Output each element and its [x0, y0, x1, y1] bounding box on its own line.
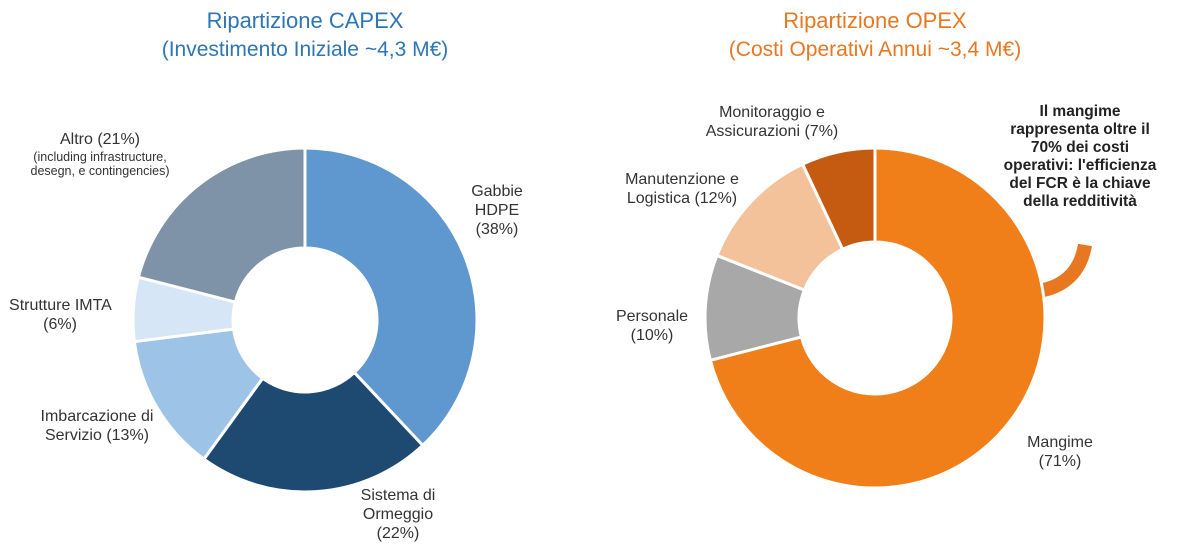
slice-label: Personale (10%)	[602, 307, 702, 345]
slice-note: (including infrastructure, desegn, e con…	[25, 150, 175, 178]
callout: Il mangime rappresenta oltre il 70% dei …	[995, 103, 1165, 211]
slice-label: Manutenzione e Logistica (12%)	[612, 170, 752, 208]
donut-slice	[136, 146, 307, 304]
subtitle-text: (Investimento Iniziale ~4,3 M€)	[161, 38, 449, 61]
value-label: (38%)	[475, 221, 519, 238]
value-label: (22%)	[376, 525, 420, 542]
note-text: (including infrastructure, desegn, e con…	[30, 150, 170, 178]
category-name: Gabbie HDPE	[471, 183, 523, 219]
chart-subtitle: (Costi Operativi Annui ~3,4 M€)	[729, 38, 1021, 62]
donut-slice	[708, 146, 1047, 490]
chart-title: Ripartizione CAPEX	[207, 8, 404, 34]
slice-label: Monitoraggio e Assicurazioni (7%)	[697, 103, 847, 141]
slice-label: Sistema di Ormeggio (22%)	[343, 486, 453, 543]
category-name: Imbarcazione di Servizio	[40, 408, 154, 444]
title-text: Ripartizione CAPEX	[206, 8, 404, 33]
category-name: Sistema di Ormeggio	[360, 487, 436, 523]
value-label: (13%)	[106, 427, 150, 444]
value-label: (10%)	[630, 327, 674, 344]
donut-slice	[800, 146, 877, 252]
value-label: (21%)	[97, 131, 141, 148]
chart-subtitle: (Investimento Iniziale ~4,3 M€)	[162, 38, 449, 62]
donut-slice	[201, 370, 425, 494]
category-name: Mangime	[1027, 434, 1093, 451]
category-name: Strutture IMTA	[9, 297, 111, 314]
callout-text: Il mangime rappresenta oltre il 70% dei …	[1003, 103, 1157, 210]
category-name: Personale	[615, 308, 689, 325]
slice-label: Altro (21%)	[35, 130, 165, 149]
slice-label: Mangime (71%)	[1015, 433, 1105, 471]
value-label: (12%)	[694, 190, 738, 207]
category-name: Manutenzione e Logistica	[625, 171, 739, 207]
category-name: Monitoraggio e Assicurazioni	[705, 104, 825, 140]
slice-label: Imbarcazione di Servizio (13%)	[32, 407, 162, 445]
donut-slice	[303, 146, 479, 448]
value-label: (7%)	[804, 123, 839, 140]
chart-title: Ripartizione OPEX	[783, 8, 966, 34]
slice-label: Gabbie HDPE (38%)	[457, 182, 537, 239]
title-text: Ripartizione OPEX	[783, 8, 967, 33]
value-label: (6%)	[43, 316, 77, 333]
slice-label: Strutture IMTA (6%)	[0, 296, 125, 334]
category-name: Altro	[59, 131, 93, 148]
value-label: (71%)	[1038, 453, 1082, 470]
subtitle-text: (Costi Operativi Annui ~3,4 M€)	[728, 38, 1022, 61]
